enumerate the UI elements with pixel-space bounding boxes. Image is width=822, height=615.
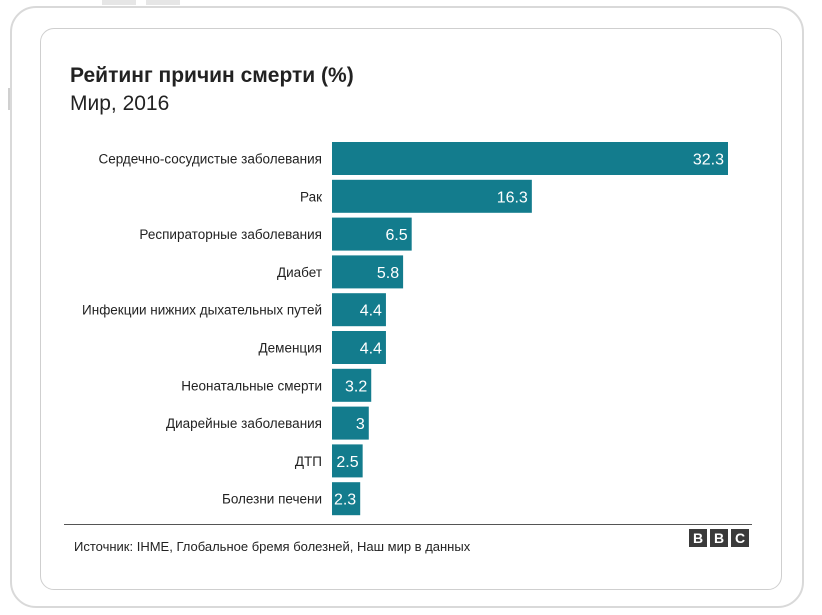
bar [332,217,412,251]
value-label: 5.8 [377,265,399,282]
category-label: Деменция [259,341,322,356]
category-label: ДТП [295,454,322,469]
footer-rule [64,524,752,525]
bar [332,179,532,213]
bar [332,255,404,289]
inner-frame [40,28,782,590]
category-label: Болезни печени [222,492,322,507]
category-label: Неонатальные смерти [181,378,322,393]
bar [332,482,361,516]
value-label: 2.5 [336,454,358,471]
value-label: 6.5 [385,227,407,244]
bbc-logo: B B C [689,529,749,547]
value-label: 16.3 [497,189,528,206]
bar [332,331,386,364]
bar [332,406,369,440]
bar [332,368,372,402]
chart-subtitle: Мир, 2016 [70,92,170,115]
bbc-logo-letter: B [710,529,728,547]
top-tab-right [146,0,180,5]
value-label: 3 [356,416,365,433]
chart-title: Рейтинг причин смерти (%) [70,64,354,87]
source-note: Источник: IHME, Глобальное бремя болезне… [74,539,471,554]
value-label: 4.4 [360,341,382,358]
bar [332,142,728,175]
bar [332,293,386,327]
category-label: Инфекции нижних дыхательных путей [82,303,322,318]
category-label: Диабет [277,265,322,280]
category-label: Диарейные заболевания [166,416,322,431]
value-label: 32.3 [693,152,724,169]
bbc-logo-letter: C [731,529,749,547]
value-label: 4.4 [360,303,382,320]
outer-frame [10,6,804,608]
bbc-logo-letter: B [689,529,707,547]
value-label: 2.3 [334,492,356,509]
category-label: Рак [300,189,322,204]
top-tab-left [102,0,136,5]
value-label: 3.2 [345,378,367,395]
bar [332,444,363,478]
category-label: Сердечно-сосудистые заболевания [98,152,322,167]
category-label: Респираторные заболевания [139,227,322,242]
